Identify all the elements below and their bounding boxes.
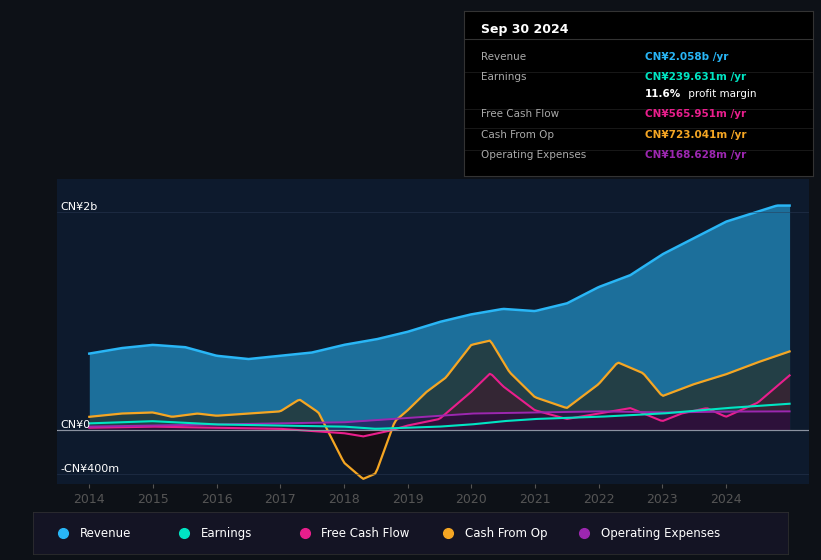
Text: Operating Expenses: Operating Expenses bbox=[481, 150, 586, 160]
Text: Sep 30 2024: Sep 30 2024 bbox=[481, 23, 569, 36]
Text: profit margin: profit margin bbox=[686, 89, 757, 99]
Text: -CN¥400m: -CN¥400m bbox=[61, 464, 120, 474]
Text: CN¥723.041m /yr: CN¥723.041m /yr bbox=[645, 130, 747, 140]
Text: Operating Expenses: Operating Expenses bbox=[601, 527, 720, 540]
Text: Earnings: Earnings bbox=[481, 72, 527, 82]
Text: CN¥168.628m /yr: CN¥168.628m /yr bbox=[645, 150, 746, 160]
Text: Free Cash Flow: Free Cash Flow bbox=[321, 527, 410, 540]
Text: CN¥2b: CN¥2b bbox=[61, 202, 98, 212]
Text: CN¥0: CN¥0 bbox=[61, 420, 91, 430]
Text: CN¥2.058b /yr: CN¥2.058b /yr bbox=[645, 53, 729, 63]
Text: CN¥239.631m /yr: CN¥239.631m /yr bbox=[645, 72, 746, 82]
Text: Revenue: Revenue bbox=[481, 53, 526, 63]
Text: 11.6%: 11.6% bbox=[645, 89, 681, 99]
Text: Free Cash Flow: Free Cash Flow bbox=[481, 109, 559, 119]
Text: Earnings: Earnings bbox=[200, 527, 252, 540]
Text: Revenue: Revenue bbox=[80, 527, 131, 540]
Text: Cash From Op: Cash From Op bbox=[481, 130, 554, 140]
Text: CN¥565.951m /yr: CN¥565.951m /yr bbox=[645, 109, 746, 119]
Text: Cash From Op: Cash From Op bbox=[465, 527, 548, 540]
